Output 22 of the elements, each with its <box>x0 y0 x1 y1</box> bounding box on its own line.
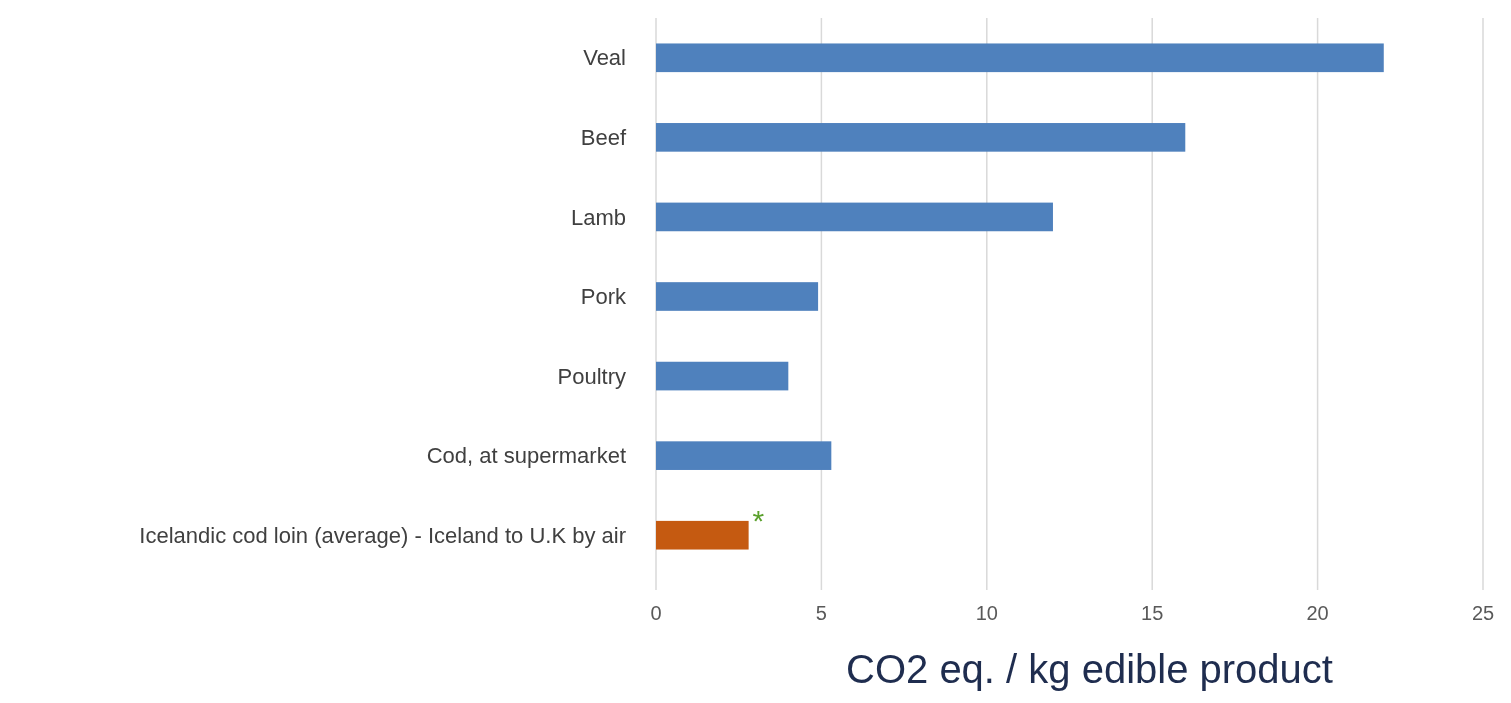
y-tick-label: Lamb <box>570 204 626 230</box>
x-tick-label: 0 <box>650 602 662 624</box>
bar <box>656 202 1053 232</box>
y-tick-label: Icelandic cod loin (average) - Iceland to U.K by air <box>139 522 626 548</box>
y-tick-label: Beef <box>580 125 627 151</box>
bar <box>656 282 819 311</box>
annotation: * <box>752 503 765 537</box>
x-axis-title: CO2 eq. / kg edible product <box>846 647 1333 691</box>
bar <box>656 123 1186 152</box>
x-tick-label: 25 <box>1471 602 1495 624</box>
x-tick-label: 20 <box>1306 602 1329 624</box>
y-tick-label: Veal <box>583 45 626 71</box>
bar <box>656 520 749 550</box>
bar <box>656 361 789 391</box>
bar <box>656 43 1384 73</box>
x-tick-label: 5 <box>815 602 827 624</box>
y-tick-label: Poultry <box>557 363 626 389</box>
x-tick-label: 15 <box>1141 602 1164 624</box>
y-tick-label: Pork <box>580 284 627 310</box>
x-tick-label: 10 <box>975 602 998 624</box>
y-tick-label: Cod, at supermarket <box>426 443 626 469</box>
bar <box>656 441 832 470</box>
